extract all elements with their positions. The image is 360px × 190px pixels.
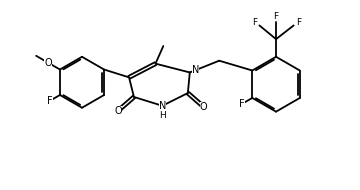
Text: F: F — [239, 99, 245, 109]
Text: F: F — [274, 12, 279, 21]
Text: F: F — [296, 18, 301, 27]
Text: O: O — [114, 106, 122, 116]
Text: N: N — [159, 101, 166, 111]
Text: F: F — [252, 18, 257, 27]
Text: N: N — [192, 65, 199, 74]
Text: H: H — [159, 111, 166, 120]
Text: O: O — [44, 58, 52, 68]
Text: F: F — [47, 96, 53, 106]
Text: O: O — [200, 102, 207, 112]
